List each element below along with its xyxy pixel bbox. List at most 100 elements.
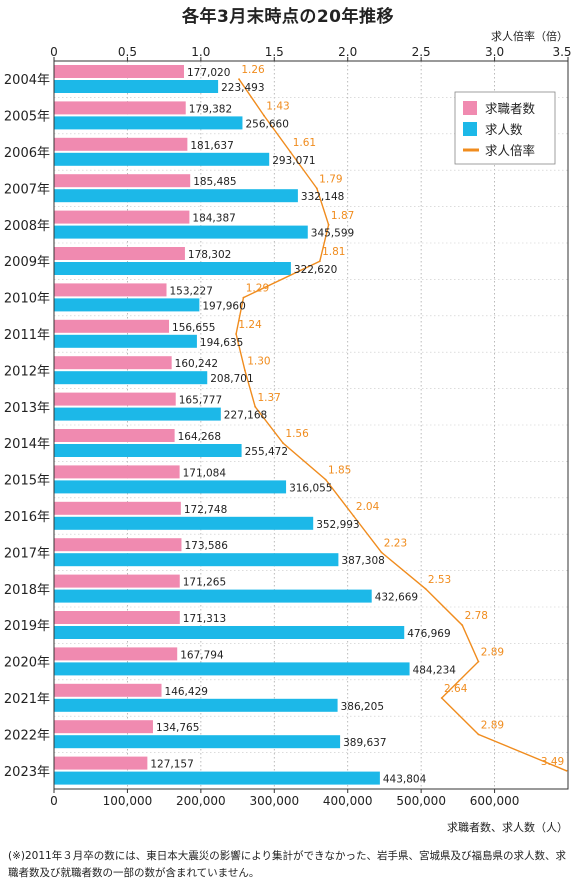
ratio-label: 2.89 bbox=[481, 647, 504, 659]
ratio-label: 1.85 bbox=[328, 465, 351, 477]
bar-seekers bbox=[54, 683, 162, 697]
bar-jobs bbox=[54, 371, 208, 385]
ratio-label: 2.64 bbox=[444, 683, 468, 695]
label-seekers: 185,485 bbox=[193, 176, 236, 188]
bar-seekers bbox=[54, 210, 190, 224]
category-label: 2008年 bbox=[4, 219, 50, 234]
ratio-label: 1.24 bbox=[238, 319, 262, 331]
ratio-label: 1.30 bbox=[247, 355, 270, 367]
category-label: 2016年 bbox=[4, 510, 50, 525]
bar-seekers bbox=[54, 392, 176, 406]
ratio-point bbox=[238, 78, 240, 81]
bar-jobs bbox=[54, 262, 291, 275]
label-jobs: 194,635 bbox=[200, 337, 243, 349]
category-label: 2022年 bbox=[4, 728, 50, 743]
bar-jobs bbox=[54, 298, 200, 312]
bar-jobs bbox=[54, 516, 314, 530]
ratio-point bbox=[440, 697, 443, 699]
grid-layer bbox=[54, 61, 569, 789]
axis-layer: 0 0.5 1.0 1.5 2.0 2.5 3.0 3.5 求人倍率（倍） 0 100,000 200… bbox=[50, 29, 571, 834]
ratio-point bbox=[315, 187, 318, 190]
ratio-point bbox=[424, 587, 427, 590]
bar-seekers bbox=[54, 356, 172, 370]
bottom-tick-label: 100,000 bbox=[103, 794, 153, 808]
bar-jobs bbox=[54, 116, 243, 130]
ratio-line bbox=[235, 78, 567, 772]
bar-seekers bbox=[54, 647, 178, 661]
legend-label: 求職者数 bbox=[485, 101, 536, 116]
ratio-point bbox=[242, 296, 245, 299]
label-seekers: 181,637 bbox=[190, 140, 233, 152]
bar-jobs bbox=[54, 444, 242, 457]
bar-seekers bbox=[54, 101, 186, 115]
bar-jobs bbox=[54, 80, 219, 93]
label-seekers: 177,020 bbox=[187, 67, 230, 79]
ratio-label: 2.53 bbox=[428, 574, 451, 586]
ratio-label: 1.29 bbox=[246, 283, 269, 295]
top-axis-title: 求人倍率（倍） bbox=[491, 29, 568, 43]
label-seekers: 171,084 bbox=[183, 467, 227, 479]
category-label: 2006年 bbox=[4, 146, 50, 161]
category-label: 2004年 bbox=[4, 73, 50, 88]
plot-frame bbox=[53, 60, 569, 790]
category-label: 2013年 bbox=[4, 401, 50, 416]
ratio-point bbox=[254, 405, 257, 408]
label-seekers: 165,777 bbox=[179, 395, 222, 407]
top-tick-label: 1.0 bbox=[191, 45, 210, 59]
label-layer: 177,020 223,493 2004年 179,382 256,660 2005年 18… bbox=[4, 64, 564, 785]
ratio-point bbox=[318, 260, 321, 263]
label-seekers: 178,302 bbox=[188, 249, 231, 261]
label-jobs: 345,599 bbox=[311, 228, 354, 240]
label-seekers: 127,157 bbox=[150, 759, 193, 771]
ratio-label: 1.43 bbox=[266, 101, 289, 113]
bar-jobs bbox=[54, 735, 341, 749]
ratio-label: 1.26 bbox=[241, 64, 265, 76]
label-jobs: 443,804 bbox=[383, 774, 427, 786]
bottom-tick-label: 0 bbox=[50, 794, 58, 808]
ratio-point bbox=[289, 151, 292, 153]
ratio-label: 2.04 bbox=[356, 501, 380, 513]
bar-seekers bbox=[54, 174, 191, 188]
label-jobs: 223,493 bbox=[221, 82, 264, 94]
bar-jobs bbox=[54, 771, 380, 785]
category-label: 2014年 bbox=[4, 437, 50, 452]
label-jobs: 432,669 bbox=[375, 592, 418, 604]
ratio-point bbox=[461, 624, 464, 627]
top-tick-label: 2.5 bbox=[412, 45, 431, 59]
label-jobs: 332,148 bbox=[301, 191, 344, 203]
label-jobs: 208,701 bbox=[210, 373, 253, 385]
ratio-point bbox=[324, 478, 327, 481]
label-seekers: 164,268 bbox=[178, 431, 221, 443]
ratio-point bbox=[352, 515, 355, 517]
ratio-point bbox=[235, 333, 238, 335]
bottom-tick-label: 500,000 bbox=[396, 794, 446, 808]
ratio-label: 2.23 bbox=[384, 537, 407, 549]
ratio-label: 1.87 bbox=[331, 210, 354, 222]
ratio-label: 2.89 bbox=[481, 719, 504, 731]
label-jobs: 293,071 bbox=[272, 155, 315, 167]
bar-jobs bbox=[54, 334, 197, 348]
category-label: 2015年 bbox=[4, 474, 50, 489]
bar-seekers bbox=[54, 137, 188, 151]
label-jobs: 389,637 bbox=[343, 737, 386, 749]
ratio-point bbox=[380, 551, 383, 554]
ratio-point bbox=[282, 442, 284, 445]
label-seekers: 184,387 bbox=[192, 213, 235, 225]
label-seekers: 153,227 bbox=[170, 285, 213, 297]
category-label: 2009年 bbox=[4, 255, 50, 270]
chart-svg: 177,020 223,493 2004年 179,382 256,660 2005年 18… bbox=[4, 29, 572, 834]
category-label: 2005年 bbox=[4, 110, 50, 125]
top-tick-label: 1.5 bbox=[265, 45, 284, 59]
top-tick-label: 3.0 bbox=[485, 45, 504, 59]
footnote: (※)2011年３月卒の数には、東日本大震災の影響により集計ができなかった、岩手… bbox=[8, 850, 567, 879]
category-label: 2019年 bbox=[4, 619, 50, 634]
category-label: 2023年 bbox=[4, 765, 50, 780]
legend-swatch bbox=[463, 101, 477, 115]
bottom-axis-title: 求職者数、求人数（人） bbox=[447, 821, 568, 834]
label-jobs: 386,205 bbox=[341, 701, 384, 713]
chart-title: 各年3月末時点の20年推移 bbox=[182, 7, 394, 27]
bar-jobs bbox=[54, 407, 221, 421]
bar-jobs bbox=[54, 225, 308, 239]
category-label: 2010年 bbox=[4, 292, 50, 307]
bar-jobs bbox=[54, 189, 298, 203]
